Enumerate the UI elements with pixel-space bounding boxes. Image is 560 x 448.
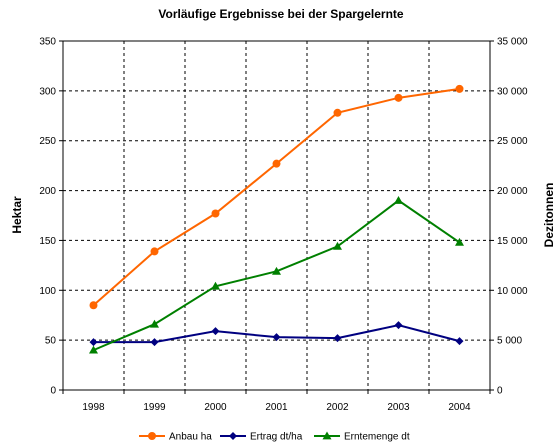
left-tick-label: 150	[39, 236, 56, 247]
data-point	[272, 266, 281, 275]
right-tick-label: 25 000	[497, 136, 528, 147]
series-1	[89, 84, 464, 310]
plot-border	[62, 40, 491, 391]
x-tick-label: 1999	[143, 402, 166, 413]
data-point	[455, 337, 464, 346]
data-point	[211, 327, 220, 336]
right-tick-label: 10 000	[497, 286, 528, 297]
legend-label: Ertrag dt/ha	[250, 432, 303, 443]
right-axis-label: Dezitonnen	[542, 183, 556, 248]
x-tick-label: 1998	[82, 402, 105, 413]
data-point	[455, 237, 464, 246]
left-tick-label: 0	[50, 386, 56, 397]
left-axis-label: Hektar	[10, 196, 24, 234]
legend-item: Anbau ha	[139, 432, 212, 443]
plot-area	[62, 40, 491, 391]
right-tick-label: 20 000	[497, 186, 528, 197]
data-point	[333, 241, 342, 250]
data-point	[394, 321, 403, 330]
left-tick-label: 200	[39, 186, 56, 197]
chart-title: Vorläufige Ergebnisse bei der Spargelern…	[158, 7, 404, 21]
legend-swatch-marker	[229, 432, 237, 440]
data-point	[333, 108, 342, 117]
series-2	[89, 321, 464, 347]
right-tick-label: 0	[497, 386, 503, 397]
legend-swatch-marker	[148, 432, 156, 440]
legend-item: Erntemenge dt	[314, 431, 410, 443]
data-point	[333, 334, 342, 343]
data-point	[89, 301, 98, 310]
data-point	[394, 196, 403, 204]
right-axis-ticks: 0 5 000 10 000 15 000 20 000 25 000 30 000 35 0…	[490, 37, 528, 397]
x-tick-label: 2001	[265, 402, 288, 413]
legend-label: Erntemenge dt	[344, 432, 410, 443]
left-tick-label: 100	[39, 286, 56, 297]
x-tick-label: 2004	[448, 402, 471, 413]
data-point	[150, 247, 159, 256]
data-point	[272, 333, 281, 342]
legend-label: Anbau ha	[169, 432, 212, 443]
left-axis-ticks: 0 50 100 150 200 250 300 350	[39, 37, 63, 397]
legend-swatch-marker	[322, 431, 332, 440]
data-point	[89, 338, 98, 347]
x-tick-label: 2000	[204, 402, 227, 413]
left-tick-label: 50	[45, 336, 57, 347]
right-tick-label: 5 000	[497, 336, 522, 347]
left-tick-label: 250	[39, 136, 56, 147]
right-tick-label: 30 000	[497, 86, 528, 97]
data-point	[150, 338, 159, 347]
right-tick-label: 15 000	[497, 236, 528, 247]
data-point	[272, 159, 281, 168]
left-tick-label: 300	[39, 86, 56, 97]
x-axis-ticks: 1998 1999 2000 2001 2002 2003 2004	[62, 390, 491, 413]
series-3	[89, 196, 464, 354]
x-tick-label: 2003	[387, 402, 410, 413]
x-tick-label: 2002	[326, 402, 349, 413]
data-point	[455, 84, 464, 93]
legend-item: Ertrag dt/ha	[220, 432, 303, 443]
data-point	[150, 319, 159, 328]
data-point	[89, 345, 98, 354]
series-group	[89, 84, 464, 354]
data-point	[211, 209, 220, 218]
left-tick-label: 350	[39, 37, 56, 48]
data-point	[211, 281, 220, 290]
right-tick-label: 35 000	[497, 37, 528, 48]
data-point	[394, 93, 403, 102]
legend: Anbau ha Ertrag dt/ha Erntemenge dt	[139, 431, 410, 443]
